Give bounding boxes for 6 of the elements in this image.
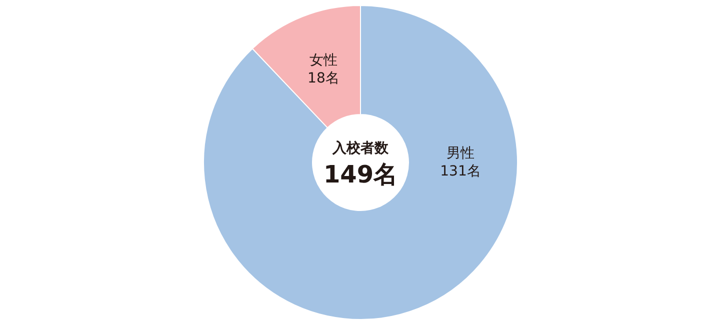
text: 149名: [323, 160, 398, 188]
data-label: 131名: [440, 164, 481, 180]
slice-label: 男性: [446, 146, 474, 162]
text: 入校者数: [332, 140, 390, 156]
slice-label: 女性: [309, 52, 338, 69]
data-label: 18名: [308, 70, 340, 87]
